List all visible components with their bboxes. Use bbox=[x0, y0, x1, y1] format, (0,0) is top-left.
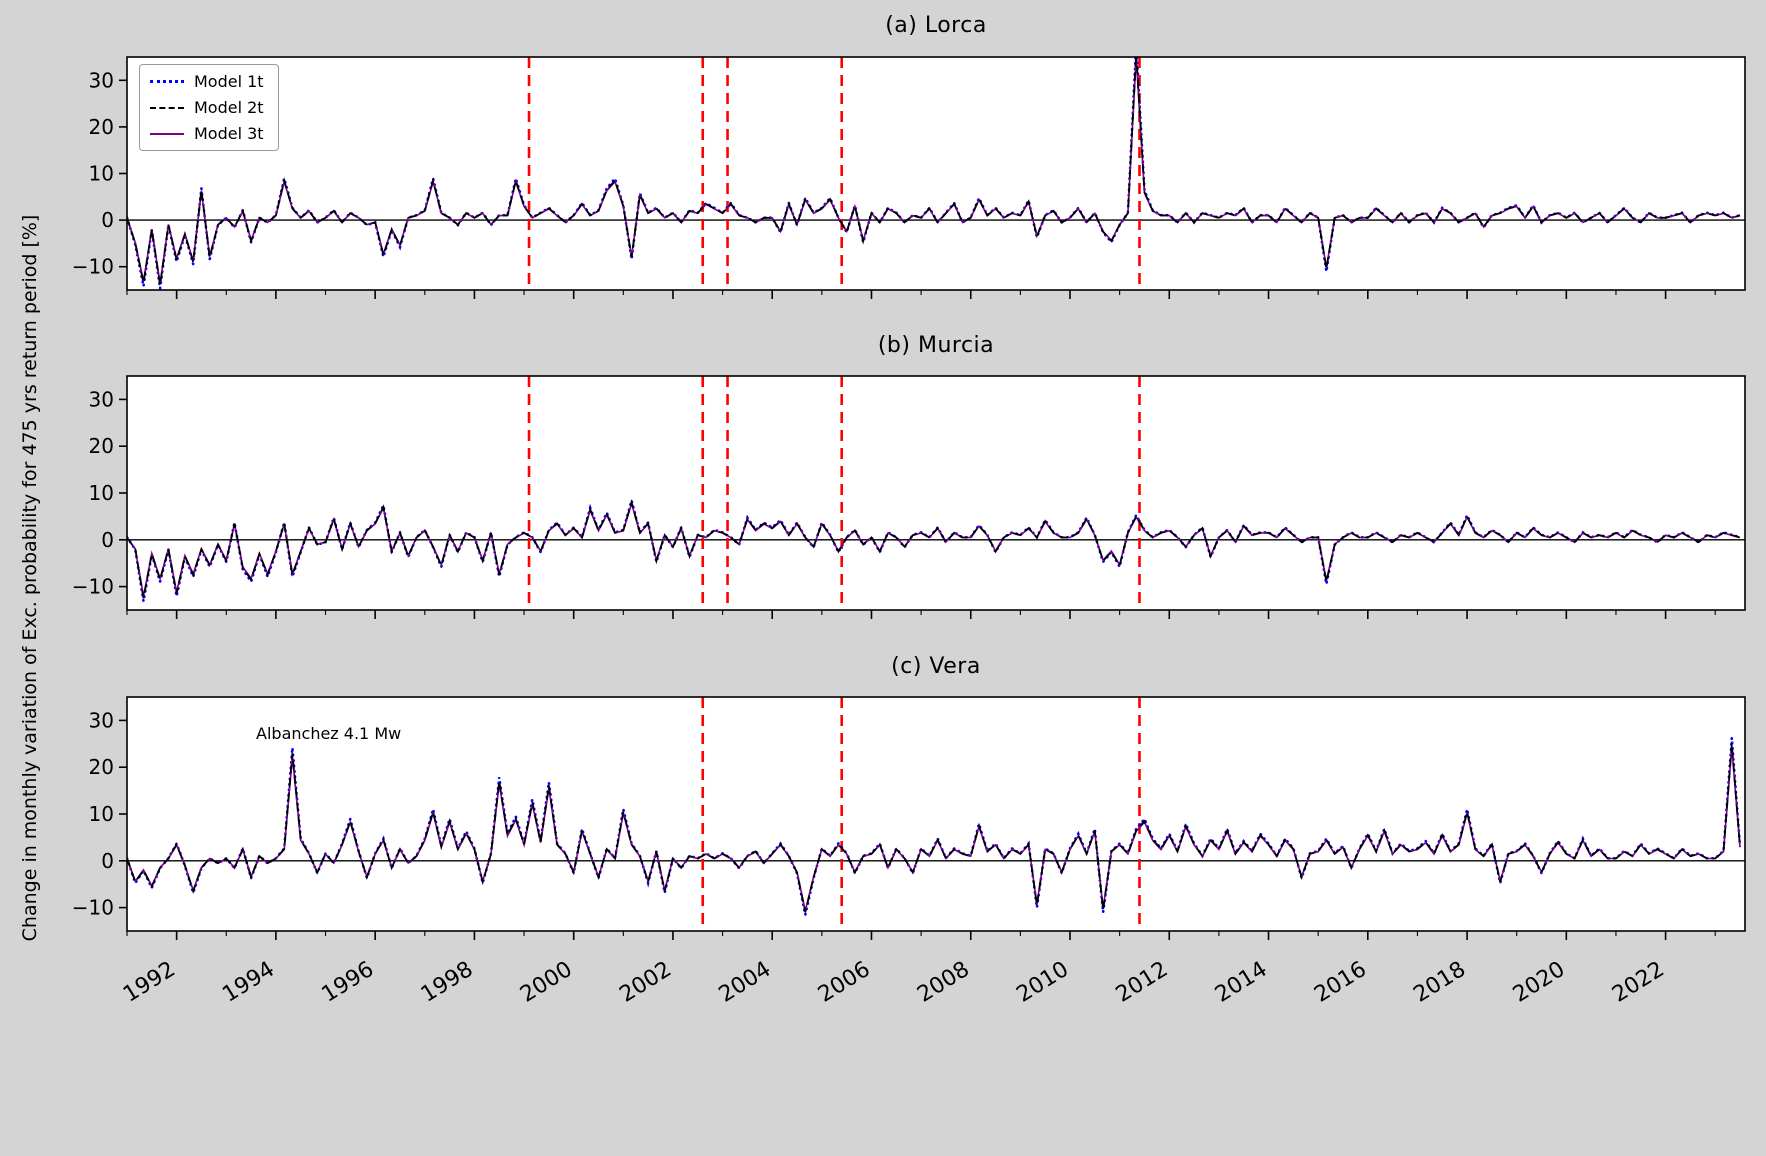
model-3t-line-sample-icon bbox=[150, 132, 184, 135]
svg-text:2006: 2006 bbox=[814, 957, 875, 1008]
svg-text:2004: 2004 bbox=[715, 957, 776, 1008]
svg-text:2000: 2000 bbox=[516, 957, 577, 1008]
legend-item-model-1t: Model 1t bbox=[150, 72, 264, 91]
svg-text:20: 20 bbox=[89, 115, 114, 139]
legend-item-model-3t: Model 3t bbox=[150, 124, 264, 143]
model-1t-line-sample-icon bbox=[150, 80, 184, 83]
svg-text:10: 10 bbox=[89, 162, 114, 186]
svg-text:0: 0 bbox=[101, 849, 114, 873]
svg-text:2008: 2008 bbox=[913, 957, 974, 1008]
svg-text:0: 0 bbox=[101, 528, 114, 552]
svg-text:30: 30 bbox=[89, 708, 114, 732]
panel-b-title: (b) Murcia bbox=[877, 333, 995, 358]
svg-text:1998: 1998 bbox=[417, 957, 478, 1008]
svg-text:20: 20 bbox=[89, 755, 114, 779]
panel-c-title: (c) Vera bbox=[891, 654, 981, 679]
legend-label: Model 3t bbox=[194, 124, 264, 143]
svg-text:2018: 2018 bbox=[1410, 957, 1471, 1008]
legend: Model 1t Model 2t Model 3t bbox=[139, 64, 279, 151]
legend-label: Model 1t bbox=[194, 72, 264, 91]
svg-text:1992: 1992 bbox=[119, 957, 180, 1008]
legend-label: Model 2t bbox=[194, 98, 264, 117]
svg-text:2016: 2016 bbox=[1310, 957, 1371, 1008]
svg-text:−10: −10 bbox=[72, 896, 114, 920]
svg-text:1996: 1996 bbox=[318, 957, 379, 1008]
model-2t-line-sample-icon bbox=[150, 106, 184, 109]
svg-text:30: 30 bbox=[89, 68, 114, 92]
svg-text:2010: 2010 bbox=[1012, 957, 1073, 1008]
svg-text:10: 10 bbox=[89, 481, 114, 505]
annotation-albanchez: Albanchez 4.1 Mw bbox=[256, 724, 402, 744]
svg-text:2014: 2014 bbox=[1211, 957, 1272, 1008]
svg-text:2022: 2022 bbox=[1608, 957, 1669, 1008]
svg-text:2012: 2012 bbox=[1112, 957, 1173, 1008]
svg-text:20: 20 bbox=[89, 434, 114, 458]
svg-text:2020: 2020 bbox=[1509, 957, 1570, 1008]
svg-text:0: 0 bbox=[101, 208, 114, 232]
svg-text:1994: 1994 bbox=[218, 957, 279, 1008]
legend-item-model-2t: Model 2t bbox=[150, 98, 264, 117]
panel-a-title: (a) Lorca bbox=[885, 13, 987, 38]
svg-text:−10: −10 bbox=[72, 255, 114, 279]
shared-y-axis-label: Change in monthly variation of Exc. prob… bbox=[19, 214, 41, 942]
svg-text:30: 30 bbox=[89, 387, 114, 411]
svg-text:2002: 2002 bbox=[615, 957, 676, 1008]
svg-text:10: 10 bbox=[89, 802, 114, 826]
svg-text:−10: −10 bbox=[72, 575, 114, 599]
